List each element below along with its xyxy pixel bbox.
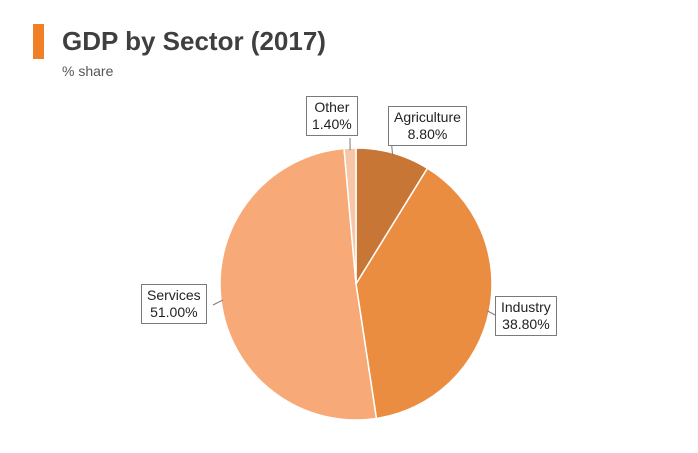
- pie-slice-industry: [355, 167, 493, 420]
- slice-value-industry: 38.80%: [502, 316, 550, 332]
- slice-label-agriculture: Agriculture 8.80%: [388, 106, 467, 146]
- slice-name-services: Services: [147, 287, 201, 303]
- slice-label-other: Other 1.40%: [306, 96, 358, 136]
- slice-value-other: 1.40%: [312, 116, 352, 132]
- leader-line-services: [212, 299, 224, 306]
- slice-value-agriculture: 8.80%: [407, 126, 448, 142]
- title-accent-bar: [33, 24, 44, 59]
- chart-title: GDP by Sector (2017): [62, 26, 326, 56]
- chart-subtitle: % share: [62, 63, 114, 79]
- slice-value-services: 51.00%: [150, 304, 198, 320]
- slice-label-services: Services 51.00%: [141, 284, 207, 324]
- slice-name-other: Other: [314, 99, 350, 115]
- slice-name-industry: Industry: [501, 299, 551, 315]
- leader-line-industry: [487, 310, 496, 316]
- slice-name-agriculture: Agriculture: [394, 109, 461, 125]
- pie-slice-services: [219, 147, 378, 421]
- slice-label-industry: Industry 38.80%: [495, 296, 557, 336]
